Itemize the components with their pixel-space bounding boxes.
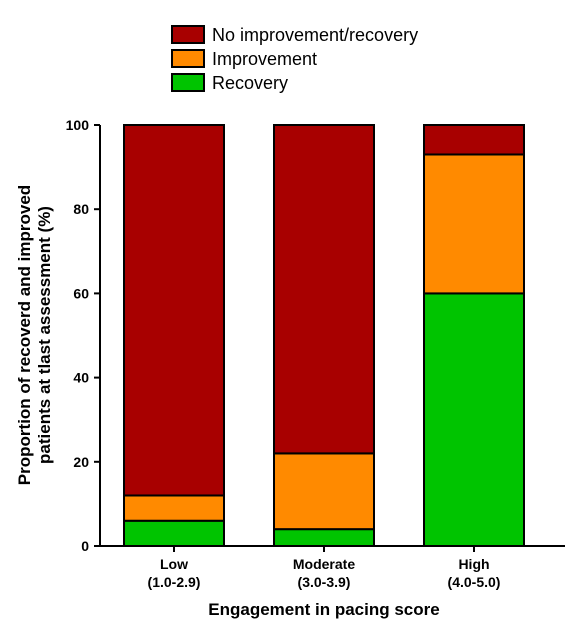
x-category-sublabel: (4.0-5.0) (448, 574, 501, 590)
x-axis-label: Engagement in pacing score (208, 600, 439, 619)
bars-group (123, 124, 525, 547)
x-category-sublabel: (1.0-2.9) (148, 574, 201, 590)
bar-segment-no-improvement-recovery-low (123, 124, 225, 497)
legend-label: Improvement (212, 49, 317, 69)
legend-label: No improvement/recovery (212, 25, 418, 45)
y-tick-label: 80 (73, 201, 89, 217)
legend-swatch (171, 49, 205, 68)
y-axis-label-line-1: Proportion of recoverd and improved (15, 185, 34, 485)
legend: No improvement/recovery Improvement Recove… (171, 25, 418, 93)
bar-segment-improvement-high (423, 153, 525, 295)
bar-segment-improvement-moderate (273, 452, 375, 531)
bar-segment-recovery-low (123, 519, 225, 547)
y-ticks-group: 0 20 40 60 80 100 (66, 117, 100, 554)
legend-label: Recovery (212, 73, 288, 93)
y-axis-label: Proportion of recoverd and improved pati… (15, 185, 54, 485)
y-axis-label-line-2: patients at tlast assessment (%) (35, 206, 54, 464)
axes-group (99, 125, 565, 547)
x-ticks-group: Low (1.0-2.9) Moderate (3.0-3.9) High (4.0-5.… (148, 546, 501, 590)
bar-segment-recovery-high (423, 292, 525, 547)
y-tick-label: 60 (73, 285, 89, 301)
y-tick-label: 20 (73, 454, 89, 470)
x-category-label: Low (160, 556, 188, 572)
legend-swatch (171, 73, 205, 92)
x-category-label: Moderate (293, 556, 355, 572)
bar-segment-improvement-low (123, 494, 225, 522)
bar-segment-recovery-moderate (273, 528, 375, 547)
bar-segment-no-improvement-recovery-high (423, 124, 525, 156)
y-tick-label: 40 (73, 370, 89, 386)
bar-segment-no-improvement-recovery-moderate (273, 124, 375, 455)
x-category-sublabel: (3.0-3.9) (298, 574, 351, 590)
y-tick-label: 0 (81, 538, 89, 554)
x-category-label: High (458, 556, 489, 572)
legend-swatch (171, 25, 205, 44)
y-tick-label: 100 (66, 117, 90, 133)
